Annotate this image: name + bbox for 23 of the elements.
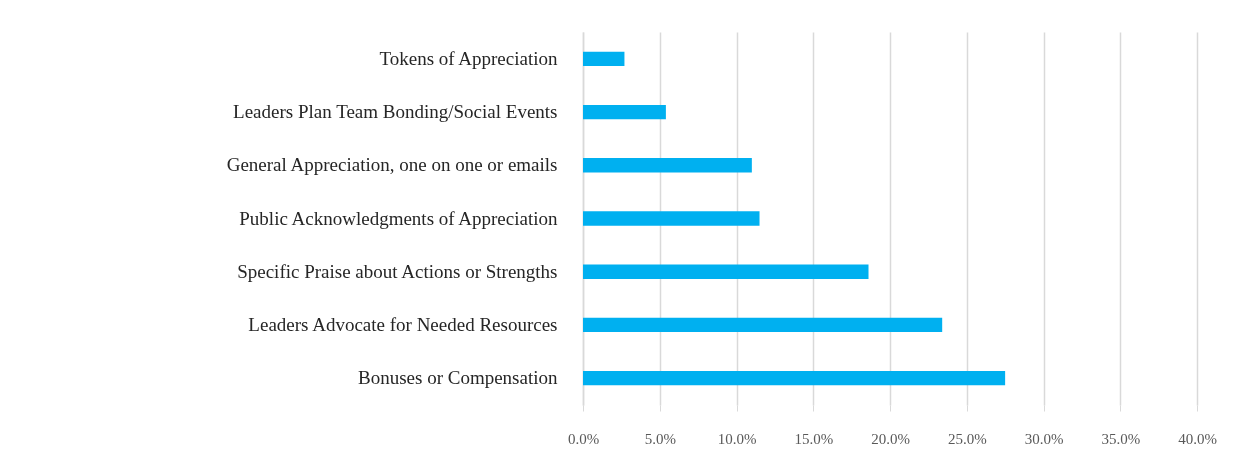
x-tick-label: 20.0% xyxy=(871,430,910,447)
bar xyxy=(583,317,943,333)
y-tick-label: Leaders Plan Team Bonding/Social Events xyxy=(233,101,558,123)
bar xyxy=(583,211,760,226)
x-tick-label: 0.0% xyxy=(567,430,600,447)
bar xyxy=(583,370,1006,386)
y-tick-label: Bonuses or Compensation xyxy=(358,367,558,389)
bar xyxy=(583,158,752,173)
x-tick-label: 10.0% xyxy=(717,430,757,447)
y-tick-label: Leaders Advocate for Needed Resources xyxy=(248,313,558,335)
x-tick-label: 35.0% xyxy=(1101,430,1141,447)
x-tick-label: 15.0% xyxy=(794,430,834,447)
x-tick-label: 40.0% xyxy=(1178,430,1217,447)
x-tick-label: 25.0% xyxy=(947,430,987,447)
bar xyxy=(583,264,869,279)
y-tick-label: Tokens of Appreciation xyxy=(379,47,558,69)
x-tick-label: 30.0% xyxy=(1024,430,1064,447)
bar xyxy=(583,51,625,67)
bar xyxy=(583,104,666,120)
x-tick-label: 5.0% xyxy=(644,430,676,447)
y-tick-label: Specific Praise about Actions or Strengths xyxy=(237,260,558,282)
y-tick-label: General Appreciation, one on one or emails xyxy=(226,154,558,176)
y-tick-label: Public Acknowledgments of Appreciation xyxy=(239,207,558,229)
